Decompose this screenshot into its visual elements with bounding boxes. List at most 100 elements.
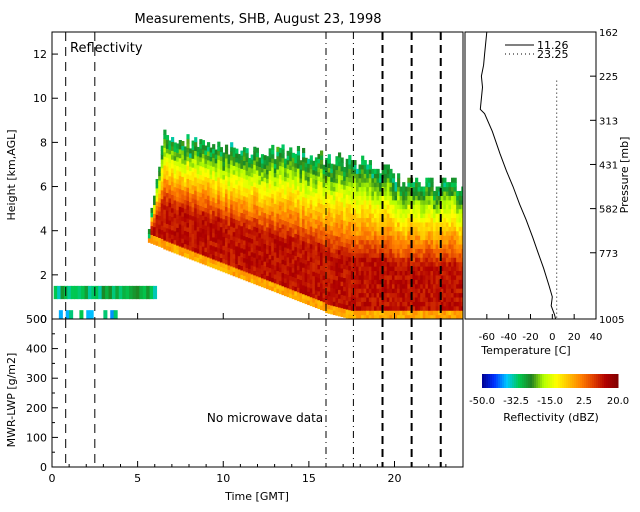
echo-cell [399,283,403,289]
echo-cell [361,274,365,280]
echo-cell [227,260,231,266]
echo-cell [409,221,414,227]
echo-cell [219,261,223,267]
echo-cell [461,252,463,258]
echo-cell [373,186,378,192]
echo-cell [194,168,198,174]
echo-cell [314,192,319,198]
echo-cell [335,257,339,263]
echo-cell [307,229,311,235]
echo-cell [206,252,211,258]
echo-cell [404,243,408,249]
echo-cell [330,256,334,262]
echo-cell [235,170,239,176]
echo-cell [373,305,378,311]
echo-cell [191,202,195,208]
echo-cell [440,230,444,236]
echo-cell [343,250,347,256]
echo-cell [430,230,434,236]
echo-cell [281,254,285,260]
echo-cell [371,292,375,298]
echo-cell [296,163,301,169]
echo-cell [271,219,275,225]
echo-cell [237,259,241,266]
echo-cell [294,233,298,239]
echo-cell [332,186,337,192]
echo-cell [312,249,316,255]
x-tick-label: -20 [522,332,538,343]
echo-cell [332,208,337,214]
colorbar-swatch [522,374,525,388]
echo-cell [314,166,319,172]
echo-cell [427,239,432,245]
echo-cell [291,276,295,282]
echo-cell [353,310,357,316]
echo-cell [286,208,290,214]
echo-cell [335,288,339,294]
echo-cell [376,257,380,263]
echo-cell [194,251,198,257]
echo-cell [430,301,434,307]
echo-cell [160,198,164,204]
echo-cell [366,208,370,214]
echo-cell [386,243,390,249]
echo-cell [199,170,203,176]
echo-cell [335,213,339,219]
echo-cell [355,226,360,232]
echo-cell [453,239,457,245]
echo-cell [242,275,247,281]
echo-cell [268,232,272,238]
echo-cell [230,195,234,201]
echo-cell [258,157,262,163]
echo-cell [389,243,393,249]
echo-cell [366,243,370,249]
echo-cell [194,145,198,151]
echo-cell [222,165,226,171]
echo-cell [240,221,244,227]
echo-cell [327,185,331,191]
echo-cell [361,168,365,174]
echo-cell [384,301,388,307]
echo-cell [345,176,349,182]
echo-cell [320,305,324,311]
echo-cell [412,314,416,319]
echo-cell [366,168,370,174]
echo-cell [240,203,244,209]
echo-cell [353,239,357,245]
echo-cell [183,159,188,165]
echo-cell [348,212,352,218]
echo-cell [355,283,360,289]
echo-cell [294,197,298,203]
echo-cell [232,227,236,233]
echo-cell [296,150,301,156]
echo-cell [335,301,339,307]
echo-cell [206,142,211,148]
echo-cell [409,288,414,294]
echo-cell [363,301,367,307]
echo-cell [353,195,357,201]
echo-cell [320,234,324,240]
echo-cell [199,139,203,145]
echo-cell [245,236,249,242]
echo-cell [230,159,234,165]
echo-cell [340,161,344,167]
colorbar-swatch [532,374,535,388]
echo-cell [371,230,375,236]
echo-cell [337,262,342,268]
echo-cell [371,204,375,210]
echo-cell [186,235,190,241]
echo-cell [350,243,354,249]
echo-cell [430,283,434,289]
echo-cell [171,137,175,143]
echo-cell [312,222,316,228]
echo-cell [217,159,221,165]
echo-cell [209,226,213,233]
echo-cell [451,243,455,249]
echo-cell [173,217,177,223]
echo-cell [307,158,311,164]
echo-cell [296,256,301,262]
echo-cell [335,173,339,179]
echo-cell [453,190,457,196]
echo-cell [260,238,265,244]
echo-cell [368,266,372,272]
